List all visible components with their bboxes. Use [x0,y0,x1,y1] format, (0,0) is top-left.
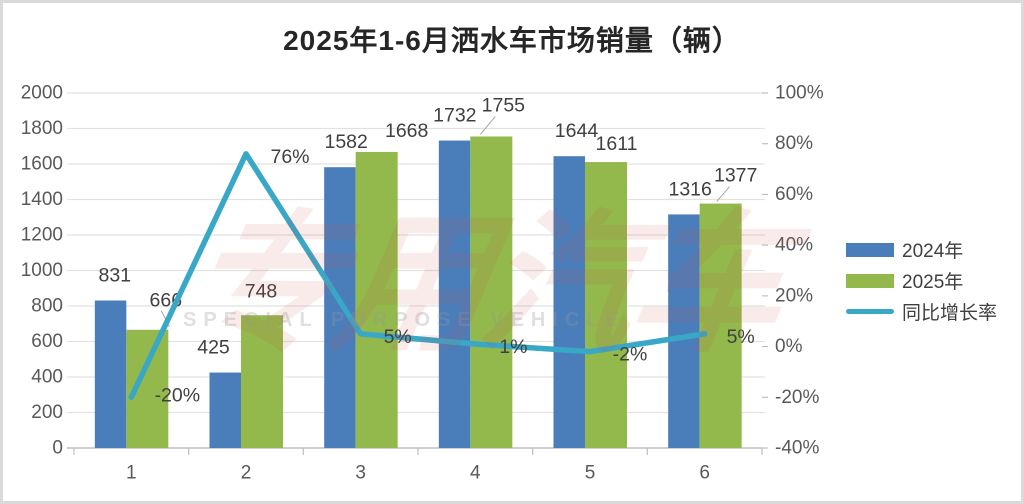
label-leader-line [716,186,731,202]
growth-label-m2: 76% [270,146,309,168]
growth-label-m4: 1% [499,336,527,358]
growth-label-m1: -20% [155,384,201,406]
y-axis-left-tick-label: 600 [31,331,63,352]
bar-label-2025-m5: 1611 [596,133,638,155]
y-axis-right-tick-label: 20% [775,285,813,306]
y-axis-left-tick-label: 400 [31,367,63,388]
bar-label-2025-m4: 1755 [482,94,526,116]
legend-item-2025: 2025年 [846,265,997,296]
growth-label-m6: 5% [727,326,755,348]
legend-swatch-2025-icon [846,273,894,288]
y-axis-left-tick-label: 800 [31,296,63,317]
x-axis-label: 6 [699,463,710,484]
legend-label-growth: 同比增长率 [902,303,998,324]
growth-label-m5: -2% [613,344,648,366]
bar-label-2024-m5: 1644 [555,120,599,142]
y-axis-left-tick-label: 200 [31,402,63,423]
label-leader-line [479,116,496,135]
y-axis-right-tick-label: 100% [775,83,824,104]
x-axis-label: 2 [241,463,252,484]
bar-2024-m2 [209,372,241,448]
bar-label-2025-m6: 1377 [714,165,757,187]
legend-label-2024: 2024年 [902,241,964,262]
legend: 2024年 2025年 同比增长率 [846,234,997,327]
x-axis-label: 3 [355,463,366,484]
growth-label-m3: 5% [384,326,412,348]
bar-label-2025-m2: 748 [245,281,278,303]
growth-line [128,151,708,401]
bar-label-2024-m6: 1316 [668,178,711,200]
bar-2024-m3 [324,167,356,448]
bar-2024-m4 [438,140,471,448]
x-axis-label: 4 [470,463,481,484]
legend-label-2025: 2025年 [902,272,964,293]
legend-swatch-2024-icon [846,242,894,257]
y-axis-left-tick-label: 1200 [21,225,63,246]
x-axis-label: 1 [126,463,137,484]
bar-label-2024-m4: 1732 [433,105,476,127]
y-axis-left-tick-label: 1800 [21,118,63,139]
y-axis-left-tick-label: 2000 [21,83,63,104]
chart-title: 2025年1-6月洒水车市场销量（辆） [283,25,741,56]
x-axis-label: 5 [585,463,596,484]
y-axis-left-tick-label: 1600 [21,154,63,175]
legend-item-growth: 同比增长率 [846,296,997,327]
bar-label-2024-m2: 425 [197,337,230,359]
chart-canvas: 0 200 400 600 800 1000 1200 1400 1600 1800 2000 -40… [21,83,824,484]
bar-2024-m5 [553,156,585,448]
legend-item-2024: 2024年 [846,234,997,265]
bar-2025-m5 [585,162,627,449]
bar-label-2025-m3: 1668 [385,120,428,142]
y-axis-right-tick-label: 40% [775,235,813,256]
bar-2025-m6 [699,203,742,448]
legend-swatch-growth-line-icon [846,309,894,314]
bar-label-2024-m1: 831 [99,264,132,286]
y-axis-right-tick-label: -20% [775,387,819,408]
y-axis-left-tick-label: 1400 [21,189,63,210]
bar-2025-m4 [470,136,513,449]
y-axis-right-tick-label: 0% [775,336,803,357]
y-axis-left-tick-label: 0 [52,438,63,459]
y-axis-right-tick-label: -40% [775,438,819,459]
y-axis-right-tick-label: 80% [775,133,813,154]
bar-label-2024-m3: 1582 [324,131,367,153]
y-axis-left-tick-label: 1000 [21,260,63,281]
y-axis-right-tick-label: 60% [775,184,813,205]
bar-2025-m2 [241,315,283,448]
bar-2025-m3 [355,151,398,448]
bar-2024-m6 [668,214,700,448]
bar-2024-m1 [94,300,127,448]
